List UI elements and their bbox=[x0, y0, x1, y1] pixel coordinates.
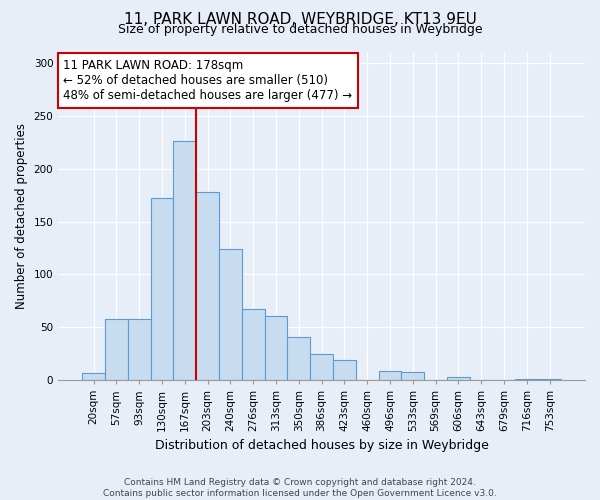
Bar bbox=[447, 377, 470, 380]
Bar bbox=[538, 379, 561, 380]
Bar bbox=[265, 316, 287, 380]
Bar bbox=[333, 360, 356, 380]
Text: Size of property relative to detached houses in Weybridge: Size of property relative to detached ho… bbox=[118, 22, 482, 36]
X-axis label: Distribution of detached houses by size in Weybridge: Distribution of detached houses by size … bbox=[155, 440, 488, 452]
Bar bbox=[173, 141, 196, 380]
Text: 11 PARK LAWN ROAD: 178sqm
← 52% of detached houses are smaller (510)
48% of semi: 11 PARK LAWN ROAD: 178sqm ← 52% of detac… bbox=[64, 59, 353, 102]
Bar bbox=[128, 318, 151, 380]
Bar bbox=[401, 372, 424, 380]
Text: Contains HM Land Registry data © Crown copyright and database right 2024.
Contai: Contains HM Land Registry data © Crown c… bbox=[103, 478, 497, 498]
Y-axis label: Number of detached properties: Number of detached properties bbox=[15, 124, 28, 310]
Bar bbox=[219, 249, 242, 380]
Bar bbox=[196, 192, 219, 380]
Bar bbox=[151, 198, 173, 380]
Bar bbox=[287, 336, 310, 380]
Bar bbox=[82, 372, 105, 380]
Bar bbox=[105, 318, 128, 380]
Text: 11, PARK LAWN ROAD, WEYBRIDGE, KT13 9EU: 11, PARK LAWN ROAD, WEYBRIDGE, KT13 9EU bbox=[124, 12, 476, 28]
Bar bbox=[242, 309, 265, 380]
Bar bbox=[515, 379, 538, 380]
Bar bbox=[310, 354, 333, 380]
Bar bbox=[379, 370, 401, 380]
